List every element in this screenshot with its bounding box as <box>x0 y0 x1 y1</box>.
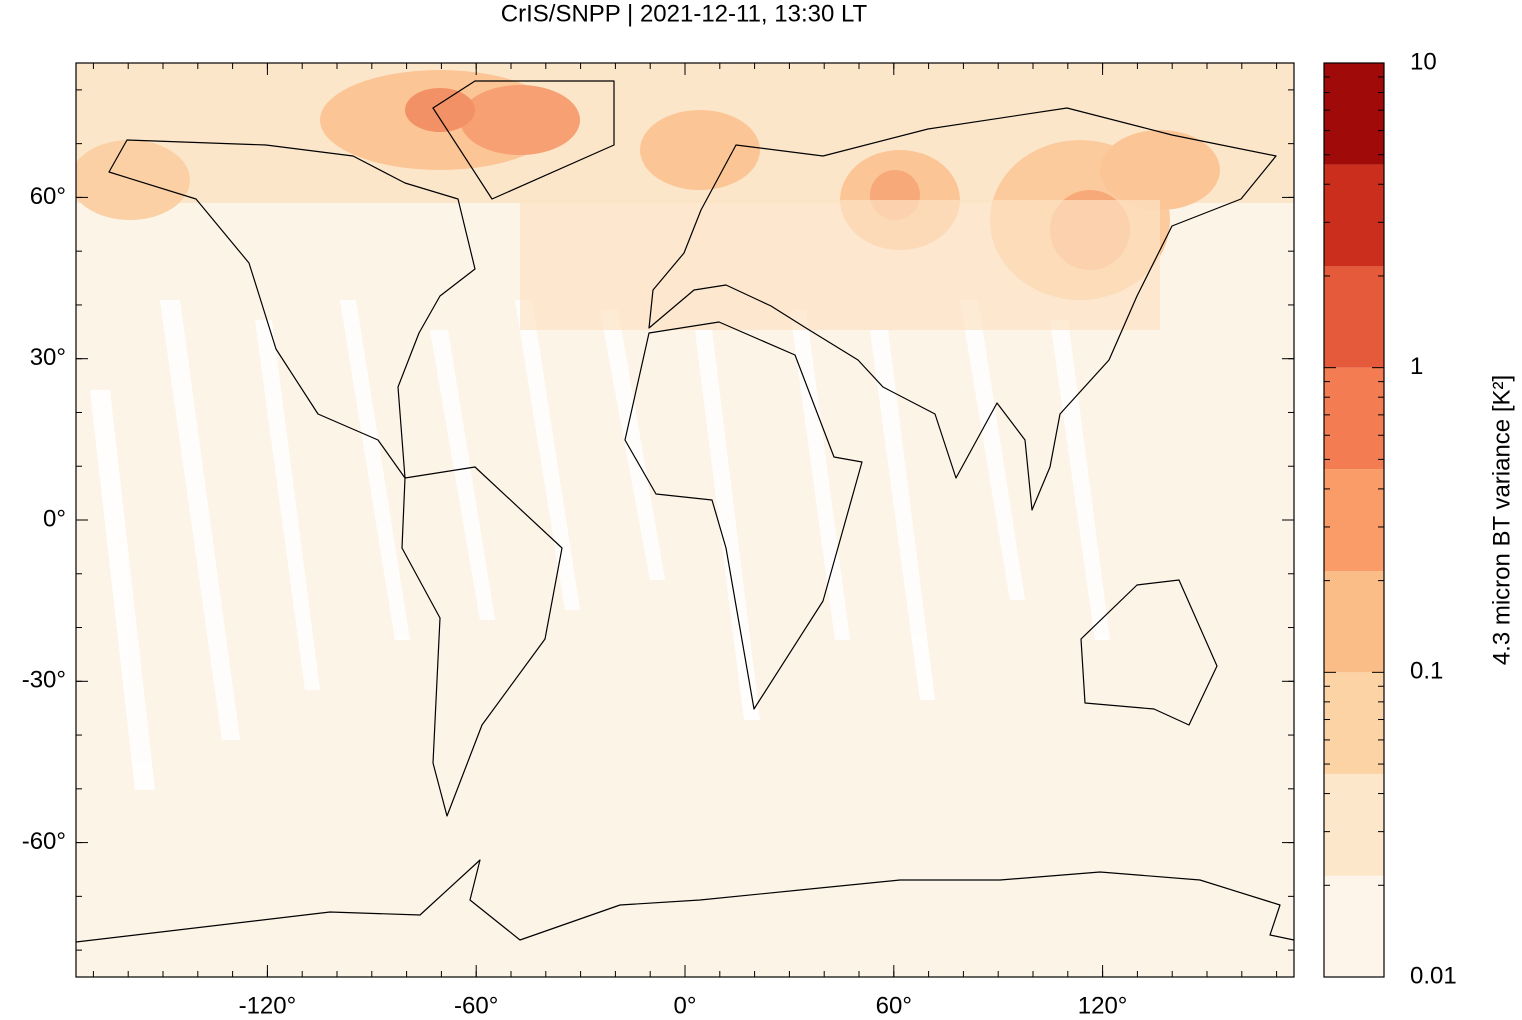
y-tick-label: 30° <box>30 344 66 371</box>
colorbar-label: 4.3 micron BT variance [K²] <box>1488 375 1515 665</box>
map-area <box>76 63 1294 977</box>
colorbar-band <box>1324 773 1384 876</box>
colorbar-band <box>1324 875 1384 977</box>
coastlines <box>76 80 1294 943</box>
colorbar-band <box>1324 672 1384 774</box>
y-tick-label: 60° <box>30 183 66 210</box>
x-tick-label: 120° <box>1078 992 1128 1019</box>
colorbar-band <box>1324 266 1384 368</box>
title: CrIS/SNPP | 2021-12-11, 13:30 LT <box>501 0 868 27</box>
y-tick-label: -30° <box>22 667 66 694</box>
y-tick-label: 0° <box>43 505 66 532</box>
colorbar-band <box>1324 571 1384 673</box>
axes: -120° -60° 0° 60° 120° 60° 30° 0° -30° -60° 0.01 0.… <box>22 48 1516 1019</box>
y-tick-label: -60° <box>22 828 66 855</box>
x-tick-label: 0° <box>674 992 697 1019</box>
colorbar-band <box>1324 63 1384 165</box>
colorbar-band <box>1324 164 1384 267</box>
variance-field <box>76 63 1294 330</box>
colorbar-tick-label: 0.01 <box>1410 962 1457 989</box>
x-tick-label: -60° <box>454 992 498 1019</box>
colorbar-tick-label: 1 <box>1410 353 1423 380</box>
colorbar-tick-label: 0.1 <box>1410 658 1443 685</box>
colorbar-band <box>1324 367 1384 470</box>
x-tick-label: 60° <box>876 992 912 1019</box>
x-tick-label: -120° <box>239 992 297 1019</box>
colorbar-frame <box>1323 62 1385 978</box>
orbit-gaps <box>90 300 1110 790</box>
colorbar-band <box>1324 469 1384 572</box>
colorbar-tick-label: 10 <box>1410 48 1437 75</box>
